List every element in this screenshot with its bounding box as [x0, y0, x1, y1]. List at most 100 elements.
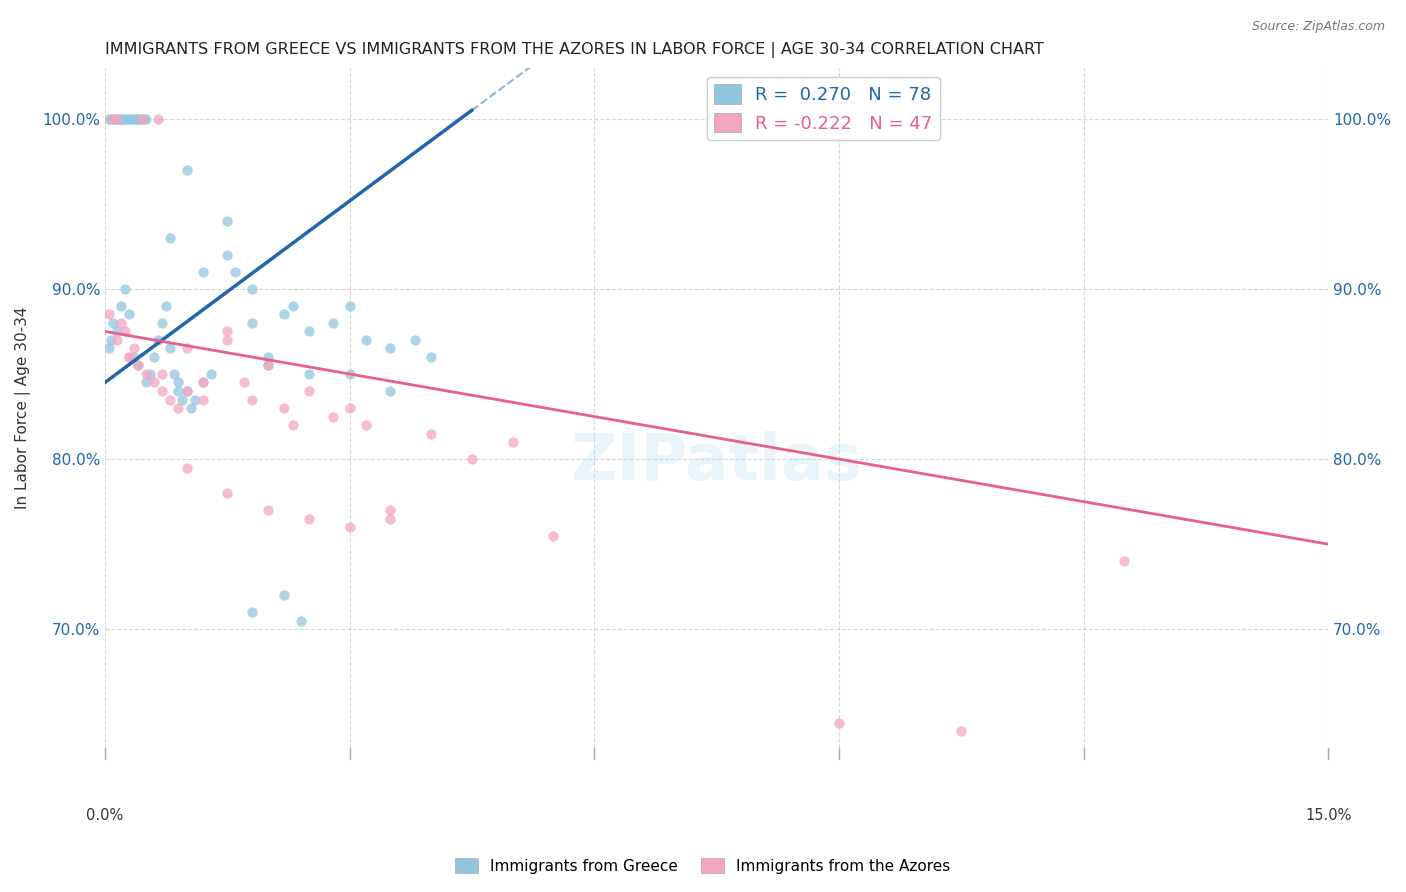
Point: [290, 614, 312, 628]
Point: [135, 376, 157, 390]
Point: [159, 231, 181, 245]
Point: [172, 392, 194, 407]
Point: [240, 605, 263, 619]
Point: [176, 342, 198, 356]
Legend: Immigrants from Greece, Immigrants from the Azores: Immigrants from Greece, Immigrants from …: [450, 852, 956, 880]
Point: [142, 376, 165, 390]
Point: [257, 350, 280, 364]
Point: [339, 520, 361, 534]
Point: [135, 112, 157, 126]
Point: [298, 511, 321, 525]
Point: [104, 112, 127, 126]
Point: [257, 359, 280, 373]
Point: [127, 359, 149, 373]
Point: [232, 376, 254, 390]
Point: [122, 342, 145, 356]
Point: [380, 384, 402, 398]
Point: [180, 401, 202, 415]
Point: [167, 376, 190, 390]
Point: [322, 409, 344, 424]
Point: [183, 392, 205, 407]
Point: [163, 367, 186, 381]
Point: [155, 299, 177, 313]
Point: [191, 265, 214, 279]
Point: [420, 350, 443, 364]
Point: [114, 282, 136, 296]
Point: [110, 299, 132, 313]
Text: IMMIGRANTS FROM GREECE VS IMMIGRANTS FROM THE AZORES IN LABOR FORCE | AGE 30-34 : IMMIGRANTS FROM GREECE VS IMMIGRANTS FRO…: [105, 42, 1043, 58]
Point: [281, 299, 304, 313]
Point: [100, 112, 122, 126]
Point: [110, 112, 132, 126]
Point: [111, 112, 134, 126]
Point: [273, 401, 295, 415]
Point: [118, 112, 141, 126]
Point: [159, 392, 181, 407]
Point: [100, 333, 122, 347]
Point: [322, 316, 344, 330]
Point: [380, 503, 402, 517]
Point: [127, 359, 149, 373]
Point: [217, 333, 239, 347]
Point: [146, 333, 169, 347]
Point: [502, 435, 524, 450]
Point: [298, 384, 321, 398]
Point: [105, 112, 128, 126]
Point: [461, 452, 484, 467]
Point: [132, 112, 155, 126]
Point: [150, 316, 173, 330]
Point: [240, 282, 263, 296]
Point: [105, 112, 128, 126]
Point: [380, 511, 402, 525]
Point: [98, 342, 121, 356]
Point: [118, 350, 141, 364]
Point: [176, 384, 198, 398]
Point: [217, 486, 239, 500]
Text: ZIPatlas: ZIPatlas: [571, 432, 862, 493]
Point: [118, 307, 141, 321]
Point: [339, 367, 361, 381]
Point: [200, 367, 222, 381]
Point: [150, 367, 173, 381]
Point: [404, 333, 426, 347]
Text: 15.0%: 15.0%: [1305, 808, 1351, 823]
Point: [128, 112, 150, 126]
Point: [257, 359, 280, 373]
Point: [950, 724, 973, 739]
Point: [543, 529, 565, 543]
Point: [159, 342, 181, 356]
Point: [191, 392, 214, 407]
Point: [101, 112, 124, 126]
Point: [217, 325, 239, 339]
Point: [101, 112, 124, 126]
Point: [240, 316, 263, 330]
Point: [176, 162, 198, 177]
Point: [298, 325, 321, 339]
Point: [122, 350, 145, 364]
Point: [120, 112, 142, 126]
Point: [135, 367, 157, 381]
Point: [122, 112, 145, 126]
Point: [127, 112, 149, 126]
Point: [191, 376, 214, 390]
Point: [105, 333, 128, 347]
Text: 0.0%: 0.0%: [86, 808, 124, 823]
Point: [98, 307, 121, 321]
Point: [354, 333, 377, 347]
Point: [217, 248, 239, 262]
Point: [98, 112, 121, 126]
Point: [273, 307, 295, 321]
Point: [150, 384, 173, 398]
Legend: R =  0.270   N = 78, R = -0.222   N = 47: R = 0.270 N = 78, R = -0.222 N = 47: [707, 77, 941, 140]
Point: [257, 503, 280, 517]
Point: [139, 367, 162, 381]
Point: [176, 460, 198, 475]
Point: [354, 417, 377, 432]
Point: [828, 715, 851, 730]
Point: [146, 112, 169, 126]
Point: [339, 401, 361, 415]
Point: [273, 588, 295, 602]
Point: [217, 214, 239, 228]
Point: [176, 384, 198, 398]
Point: [142, 350, 165, 364]
